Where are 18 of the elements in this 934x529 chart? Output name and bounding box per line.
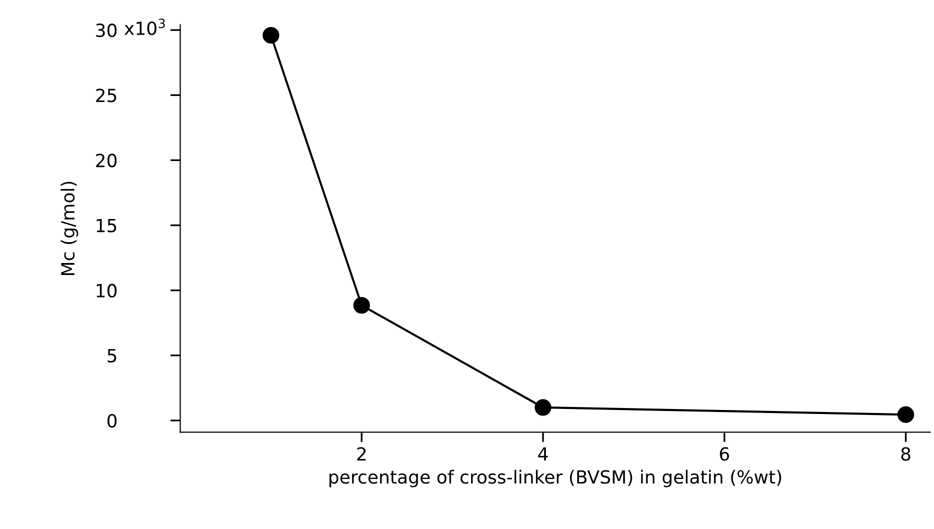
y-tick-label: 10 (96, 284, 117, 298)
x-tick-label: 6 (720, 447, 730, 461)
point (262, 26, 280, 44)
y-axis-title: Mc (g/mol) (60, 182, 78, 276)
point (534, 399, 552, 416)
y-tick-label: 15 (96, 218, 116, 232)
x-tick-label: 4 (538, 447, 548, 460)
y-tick-label: 30 (96, 24, 117, 38)
x-tick-label: 8 (901, 447, 910, 461)
x-tick-label: 2 (357, 447, 366, 460)
x-axis-title: percentage of cross-linker (BVSM) in gelatin (%wt) (330, 470, 782, 488)
point (897, 406, 914, 423)
y-tick-label: 20 (96, 154, 117, 168)
point (353, 296, 370, 314)
text: x10$^{3}$ (124, 18, 165, 36)
y-tick-label: 25 (96, 88, 116, 102)
y-tick-label: 5 (108, 349, 116, 363)
y-tick-label: 0 (107, 414, 117, 428)
